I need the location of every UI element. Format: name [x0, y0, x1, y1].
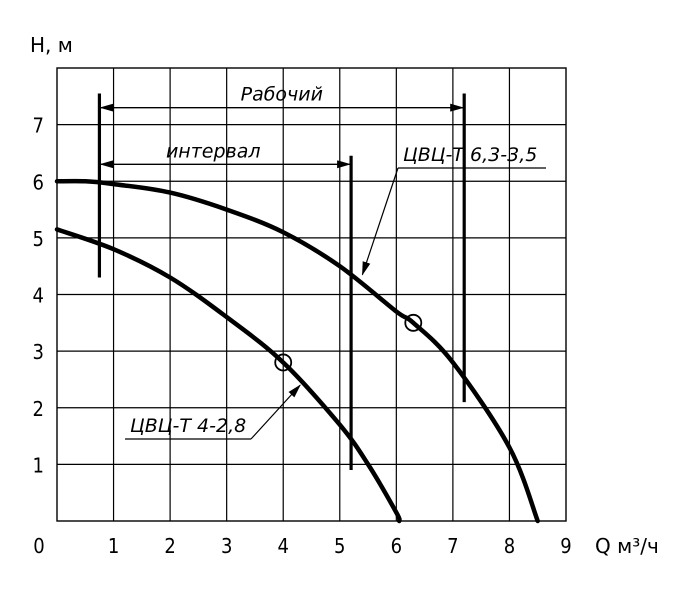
annotations: Рабочий интервал ЦВЦ-Т 6,3-3,5 ЦВЦ-Т 4-2,8 — [99, 84, 546, 440]
series-curve-2 — [54, 227, 402, 524]
series-label-leader-1 — [361, 167, 399, 276]
x-tick-label-5: 5 — [334, 534, 345, 558]
series-label-2: ЦВЦ-Т 4-2,8 — [130, 415, 246, 437]
y-tick-label-5: 5 — [33, 227, 44, 251]
y-tick-label-4: 4 — [33, 284, 44, 308]
x-tick-label-8: 8 — [504, 534, 515, 558]
y-tick-label-3: 3 — [33, 340, 44, 364]
grid — [57, 68, 566, 521]
interval-label-1: Рабочий — [241, 84, 323, 106]
series-curves — [54, 178, 540, 524]
x-axis-label: Q м³/ч — [595, 534, 659, 558]
interval-lines — [97, 93, 466, 471]
x-tick-label-6: 6 — [391, 534, 402, 558]
y-tick-label-6: 6 — [33, 170, 44, 194]
operating-point-marker-2 — [274, 353, 293, 372]
x-tick-label-9: 9 — [560, 534, 571, 558]
x-tick-label-2: 2 — [164, 534, 175, 558]
plot-frame — [56, 67, 567, 522]
y-tick-label-7: 7 — [33, 114, 44, 138]
x-tick-label-3: 3 — [221, 534, 232, 558]
y-axis-label: H, м — [30, 33, 73, 57]
series-curve-1 — [54, 178, 540, 524]
x-tick-label-0: 0 — [33, 534, 44, 558]
x-tick-label-1: 1 — [108, 534, 119, 558]
x-tick-label-4: 4 — [277, 534, 288, 558]
y-tick-label-1: 1 — [33, 453, 44, 477]
x-tick-label-7: 7 — [447, 534, 458, 558]
series-label-leader-2 — [250, 384, 301, 440]
series-label-1: ЦВЦ-Т 6,3-3,5 — [403, 144, 537, 166]
tick-labels: 0 1 2 3 4 5 6 7 8 9 1 2 3 4 5 6 7 — [33, 114, 572, 558]
y-tick-label-2: 2 — [33, 397, 44, 421]
interval-label-2: интервал — [166, 140, 261, 162]
operating-point-marker-1 — [404, 313, 423, 332]
plot-border — [56, 67, 567, 522]
